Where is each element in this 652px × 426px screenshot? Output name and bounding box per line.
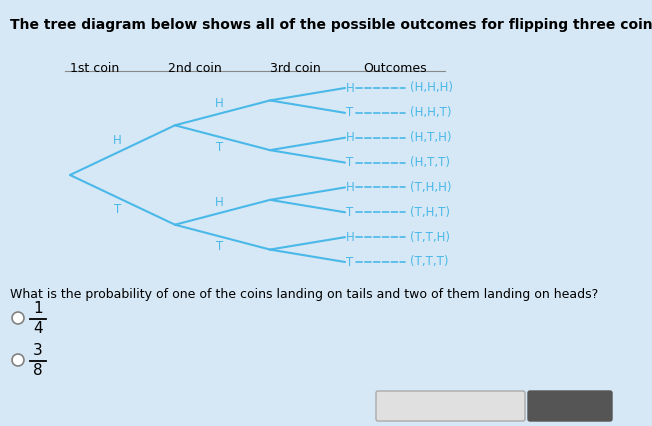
Text: H: H [346,131,355,144]
Text: 1st coin: 1st coin [70,62,119,75]
Text: H: H [215,196,224,209]
Text: (H,H,T): (H,H,T) [410,106,451,119]
Text: 3rd coin: 3rd coin [270,62,320,75]
Text: T: T [346,106,353,119]
Text: T: T [216,141,223,154]
Circle shape [12,312,24,324]
Text: (T,T,H): (T,T,H) [410,230,450,244]
Text: T: T [346,206,353,219]
Text: T: T [346,256,353,268]
FancyBboxPatch shape [528,391,612,421]
Circle shape [12,354,24,366]
Text: T: T [114,203,121,216]
Text: 8: 8 [33,363,43,378]
Text: H: H [346,81,355,95]
Text: Outcomes: Outcomes [363,62,427,75]
Text: (T,H,H): (T,H,H) [410,181,451,194]
Text: Save and Exit: Save and Exit [409,400,490,412]
Text: H: H [346,181,355,194]
Text: The tree diagram below shows all of the possible outcomes for flipping three coi: The tree diagram below shows all of the … [10,18,652,32]
Text: (H,T,T): (H,T,T) [410,156,450,169]
Text: H: H [113,134,122,147]
Text: 3: 3 [33,343,43,358]
Text: (H,H,H): (H,H,H) [410,81,453,95]
FancyBboxPatch shape [376,391,525,421]
Text: T: T [346,156,353,169]
Text: 4: 4 [33,321,43,336]
Text: H: H [215,97,224,110]
Text: (T,T,T): (T,T,T) [410,256,449,268]
Text: H: H [346,230,355,244]
Text: T: T [216,240,223,253]
Text: What is the probability of one of the coins landing on tails and two of them lan: What is the probability of one of the co… [10,288,599,301]
Text: (H,T,H): (H,T,H) [410,131,451,144]
Text: (T,H,T): (T,H,T) [410,206,450,219]
Text: Next: Next [556,400,584,412]
Text: 1: 1 [33,301,43,316]
Text: 2nd coin: 2nd coin [168,62,222,75]
